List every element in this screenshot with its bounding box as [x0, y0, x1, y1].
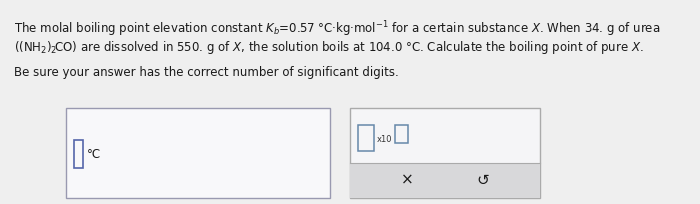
Text: Be sure your answer has the correct number of significant digits.: Be sure your answer has the correct numb…	[14, 66, 399, 79]
Text: $\left(\left(\mathrm{NH}_2\right)_2\!\mathrm{CO}\right)$ are dissolved in 550. g: $\left(\left(\mathrm{NH}_2\right)_2\!\ma…	[14, 39, 644, 56]
Text: x10: x10	[377, 135, 393, 144]
Bar	[395, 125, 408, 143]
Bar	[74, 140, 83, 168]
Bar	[350, 108, 540, 198]
Text: The molal boiling point elevation constant $K_b$=0.57 °C·kg·mol$^{-1}$ for a cer: The molal boiling point elevation consta…	[14, 19, 660, 39]
Text: °C: °C	[87, 147, 101, 161]
Text: ↺: ↺	[477, 173, 489, 188]
Bar	[350, 163, 540, 198]
Text: ×: ×	[400, 173, 414, 188]
Bar	[358, 125, 374, 151]
Bar	[66, 108, 330, 198]
